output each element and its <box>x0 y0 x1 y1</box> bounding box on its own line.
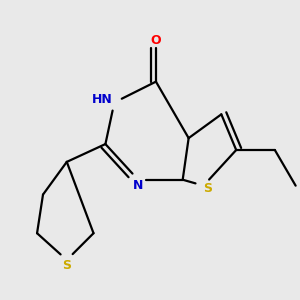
Text: HN: HN <box>92 93 113 106</box>
Text: O: O <box>151 34 161 46</box>
Text: S: S <box>203 182 212 195</box>
Text: S: S <box>62 260 71 272</box>
Text: N: N <box>133 179 143 192</box>
